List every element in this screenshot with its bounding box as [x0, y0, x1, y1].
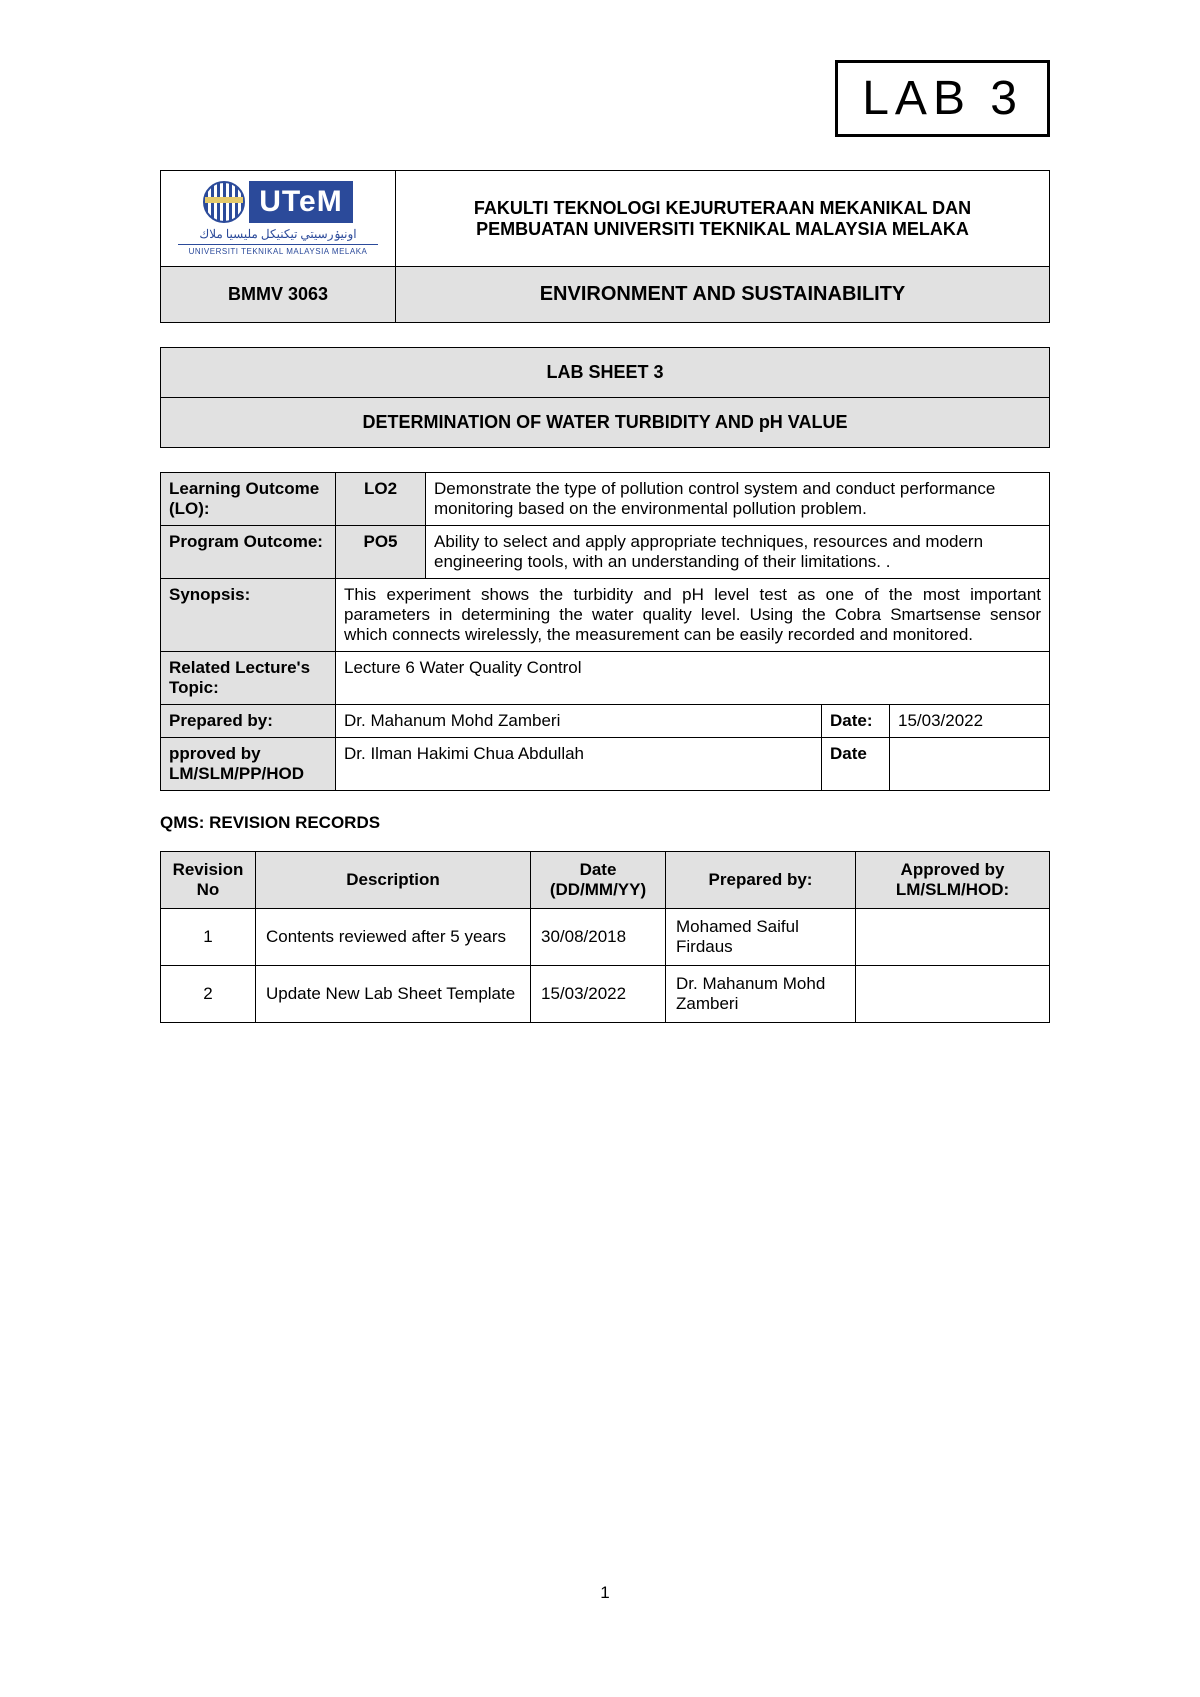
rev-date: 30/08/2018: [531, 909, 666, 966]
lo-label: Learning Outcome (LO):: [161, 473, 336, 526]
logo-brand: UTeM: [249, 181, 352, 223]
rev-appr: [856, 966, 1050, 1023]
course-code: BMMV 3063: [161, 267, 396, 323]
approved-by-label: pproved by LM/SLM/PP/HOD: [161, 738, 336, 791]
lab-sheet-title-table: LAB SHEET 3 DETERMINATION OF WATER TURBI…: [160, 347, 1050, 448]
lo-code: LO2: [336, 473, 426, 526]
faculty-name: FAKULTI TEKNOLOGI KEJURUTERAAN MEKANIKAL…: [396, 171, 1050, 267]
approved-by-name: Dr. Ilman Hakimi Chua Abdullah: [336, 738, 822, 791]
rev-desc: Contents reviewed after 5 years: [256, 909, 531, 966]
table-row: 2 Update New Lab Sheet Template 15/03/20…: [161, 966, 1050, 1023]
prepared-by-name: Dr. Mahanum Mohd Zamberi: [336, 705, 822, 738]
rev-prep: Dr. Mahanum Mohd Zamberi: [666, 966, 856, 1023]
approved-date: [890, 738, 1050, 791]
qms-heading: QMS: REVISION RECORDS: [160, 813, 1050, 833]
po-code: PO5: [336, 526, 426, 579]
logo-caption: UNIVERSITI TEKNIKAL MALAYSIA MELAKA: [189, 247, 368, 256]
rev-header-appr: Approved by LM/SLM/HOD:: [856, 852, 1050, 909]
topic-text: Lecture 6 Water Quality Control: [336, 652, 1050, 705]
po-text: Ability to select and apply appropriate …: [426, 526, 1050, 579]
prepared-date-label: Date:: [822, 705, 890, 738]
rev-no: 2: [161, 966, 256, 1023]
page: LAB 3 UTeM اونيۏرسيتي تيکنيکل مليسيا ملا…: [0, 0, 1200, 1643]
info-table: Learning Outcome (LO): LO2 Demonstrate t…: [160, 472, 1050, 791]
topic-label: Related Lecture's Topic:: [161, 652, 336, 705]
prepared-by-label: Prepared by:: [161, 705, 336, 738]
lab-number-box: LAB 3: [835, 60, 1050, 137]
rev-prep: Mohamed Saiful Firdaus: [666, 909, 856, 966]
course-title: ENVIRONMENT AND SUSTAINABILITY: [396, 267, 1050, 323]
logo-cell: UTeM اونيۏرسيتي تيکنيکل مليسيا ملاك UNIV…: [161, 171, 396, 267]
po-label: Program Outcome:: [161, 526, 336, 579]
prepared-date: 15/03/2022: [890, 705, 1050, 738]
page-number: 1: [160, 1583, 1050, 1603]
table-row: 1 Contents reviewed after 5 years 30/08/…: [161, 909, 1050, 966]
logo-divider: [178, 244, 378, 245]
rev-header-prep: Prepared by:: [666, 852, 856, 909]
logo-script: اونيۏرسيتي تيکنيکل مليسيا ملاك: [199, 227, 356, 242]
globe-icon: [203, 181, 245, 223]
rev-no: 1: [161, 909, 256, 966]
revision-table: Revision No Description Date (DD/MM/YY) …: [160, 851, 1050, 1023]
approved-date-label: Date: [822, 738, 890, 791]
rev-appr: [856, 909, 1050, 966]
lab-sheet-number: LAB SHEET 3: [161, 348, 1050, 398]
header-table: UTeM اونيۏرسيتي تيکنيکل مليسيا ملاك UNIV…: [160, 170, 1050, 323]
synopsis-text: This experiment shows the turbidity and …: [336, 579, 1050, 652]
rev-date: 15/03/2022: [531, 966, 666, 1023]
synopsis-label: Synopsis:: [161, 579, 336, 652]
rev-header-no: Revision No: [161, 852, 256, 909]
rev-desc: Update New Lab Sheet Template: [256, 966, 531, 1023]
lo-text: Demonstrate the type of pollution contro…: [426, 473, 1050, 526]
rev-header-desc: Description: [256, 852, 531, 909]
lab-sheet-title: DETERMINATION OF WATER TURBIDITY AND pH …: [161, 398, 1050, 448]
rev-header-date: Date (DD/MM/YY): [531, 852, 666, 909]
